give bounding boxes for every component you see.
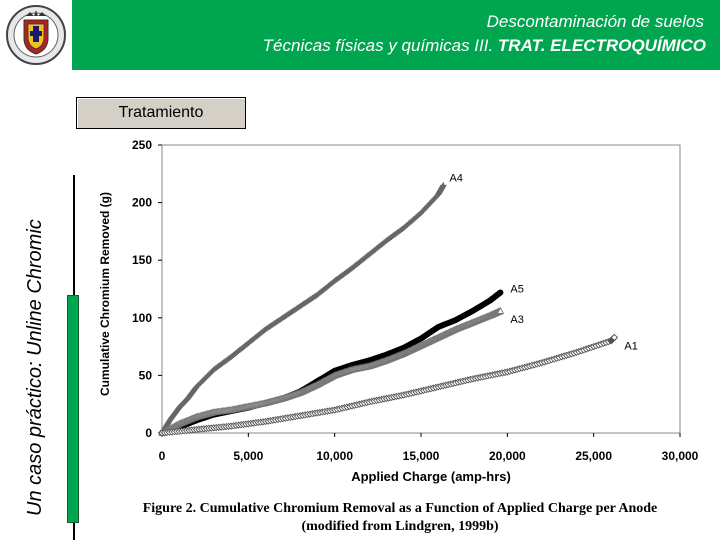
series-label-a3: A3 — [510, 314, 523, 326]
x-axis-label: Applied Charge (amp-hrs) — [351, 469, 511, 484]
y-tick-label: 150 — [132, 253, 152, 267]
series-label-a1: A1 — [624, 340, 637, 352]
data-point-a4 — [440, 182, 447, 189]
side-green-bar — [67, 295, 79, 523]
title-line-2: Técnicas físicas y químicas III. TRAT. E… — [263, 36, 706, 56]
x-tick-label: 30,000 — [662, 449, 699, 463]
series-label-a4: A4 — [449, 172, 462, 184]
series-label-a5: A5 — [510, 283, 523, 295]
y-tick-label: 200 — [132, 196, 152, 210]
logo-panel — [0, 0, 72, 70]
title-line-2-bold: TRAT. ELECTROQUÍMICO — [497, 36, 706, 55]
y-axis-label: Cumulative Chromium Removed (g) — [98, 192, 112, 396]
university-seal-icon — [6, 5, 66, 65]
x-tick-label: 10,000 — [316, 449, 353, 463]
caption-line-1: Figure 2. Cumulative Chromium Removal as… — [142, 501, 658, 516]
data-point-a5 — [497, 289, 504, 296]
x-tick-label: 5,000 — [233, 449, 263, 463]
chromium-removal-chart: 0 50 100 150 200 250 0 5,000 10,000 15,000 20,000 2… — [98, 138, 699, 484]
data-point-a3 — [496, 306, 505, 314]
x-tick-label: 25,000 — [575, 449, 612, 463]
x-tick-label: 15,000 — [403, 449, 440, 463]
header-bar: Descontaminación de suelos Técnicas físi… — [0, 0, 720, 70]
y-tick-label: 250 — [132, 138, 152, 152]
title-line-1: Descontaminación de suelos — [486, 12, 704, 31]
x-tick-label: 0 — [159, 449, 166, 463]
y-tick-label: 0 — [145, 426, 152, 440]
y-tick-label: 100 — [132, 311, 152, 325]
figure-caption: Figure 2. Cumulative Chromium Removal as… — [100, 500, 700, 536]
x-tick-label: 20,000 — [489, 449, 526, 463]
title-line-2-prefix: Técnicas físicas y químicas III. — [262, 36, 494, 55]
vertical-side-title: Un caso práctico: Unline Chromic — [24, 219, 46, 516]
y-tick-label: 50 — [139, 368, 153, 382]
tratamiento-button[interactable]: Tratamiento — [76, 97, 246, 129]
caption-line-2: (modified from Lindgren, 1999b) — [301, 519, 499, 534]
data-point-a1 — [610, 333, 619, 342]
